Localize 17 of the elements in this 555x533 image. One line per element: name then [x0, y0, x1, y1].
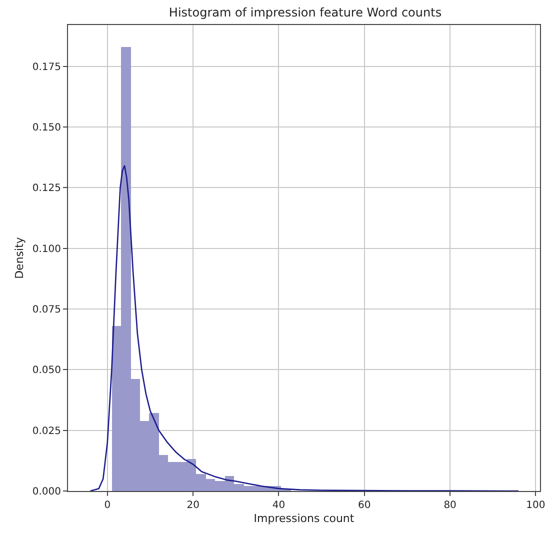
y-tick-label: 0.150 [32, 122, 61, 134]
y-tick-label: 0.175 [32, 62, 61, 73]
y-tick-label: 0.075 [32, 304, 61, 316]
x-tick-label: 40 [272, 500, 286, 511]
x-tick-label: 0 [104, 500, 111, 511]
y-tick-label: 0.100 [32, 244, 61, 255]
x-axis-title: Impressions count [254, 512, 355, 526]
x-tick-label: 80 [444, 500, 456, 511]
x-tick-label: 60 [358, 500, 371, 511]
y-tick-label: 0.000 [32, 486, 61, 498]
x-tick-label: 100 [526, 500, 546, 511]
y-tick-label: 0.125 [32, 183, 61, 194]
y-tick-label: 0.025 [32, 426, 61, 437]
y-tick-label: 0.050 [32, 365, 61, 376]
chart-title: Histogram of impression feature Word counts [168, 5, 442, 20]
x-tick-label: 20 [186, 500, 200, 511]
y-axis-title: Density [13, 236, 26, 279]
